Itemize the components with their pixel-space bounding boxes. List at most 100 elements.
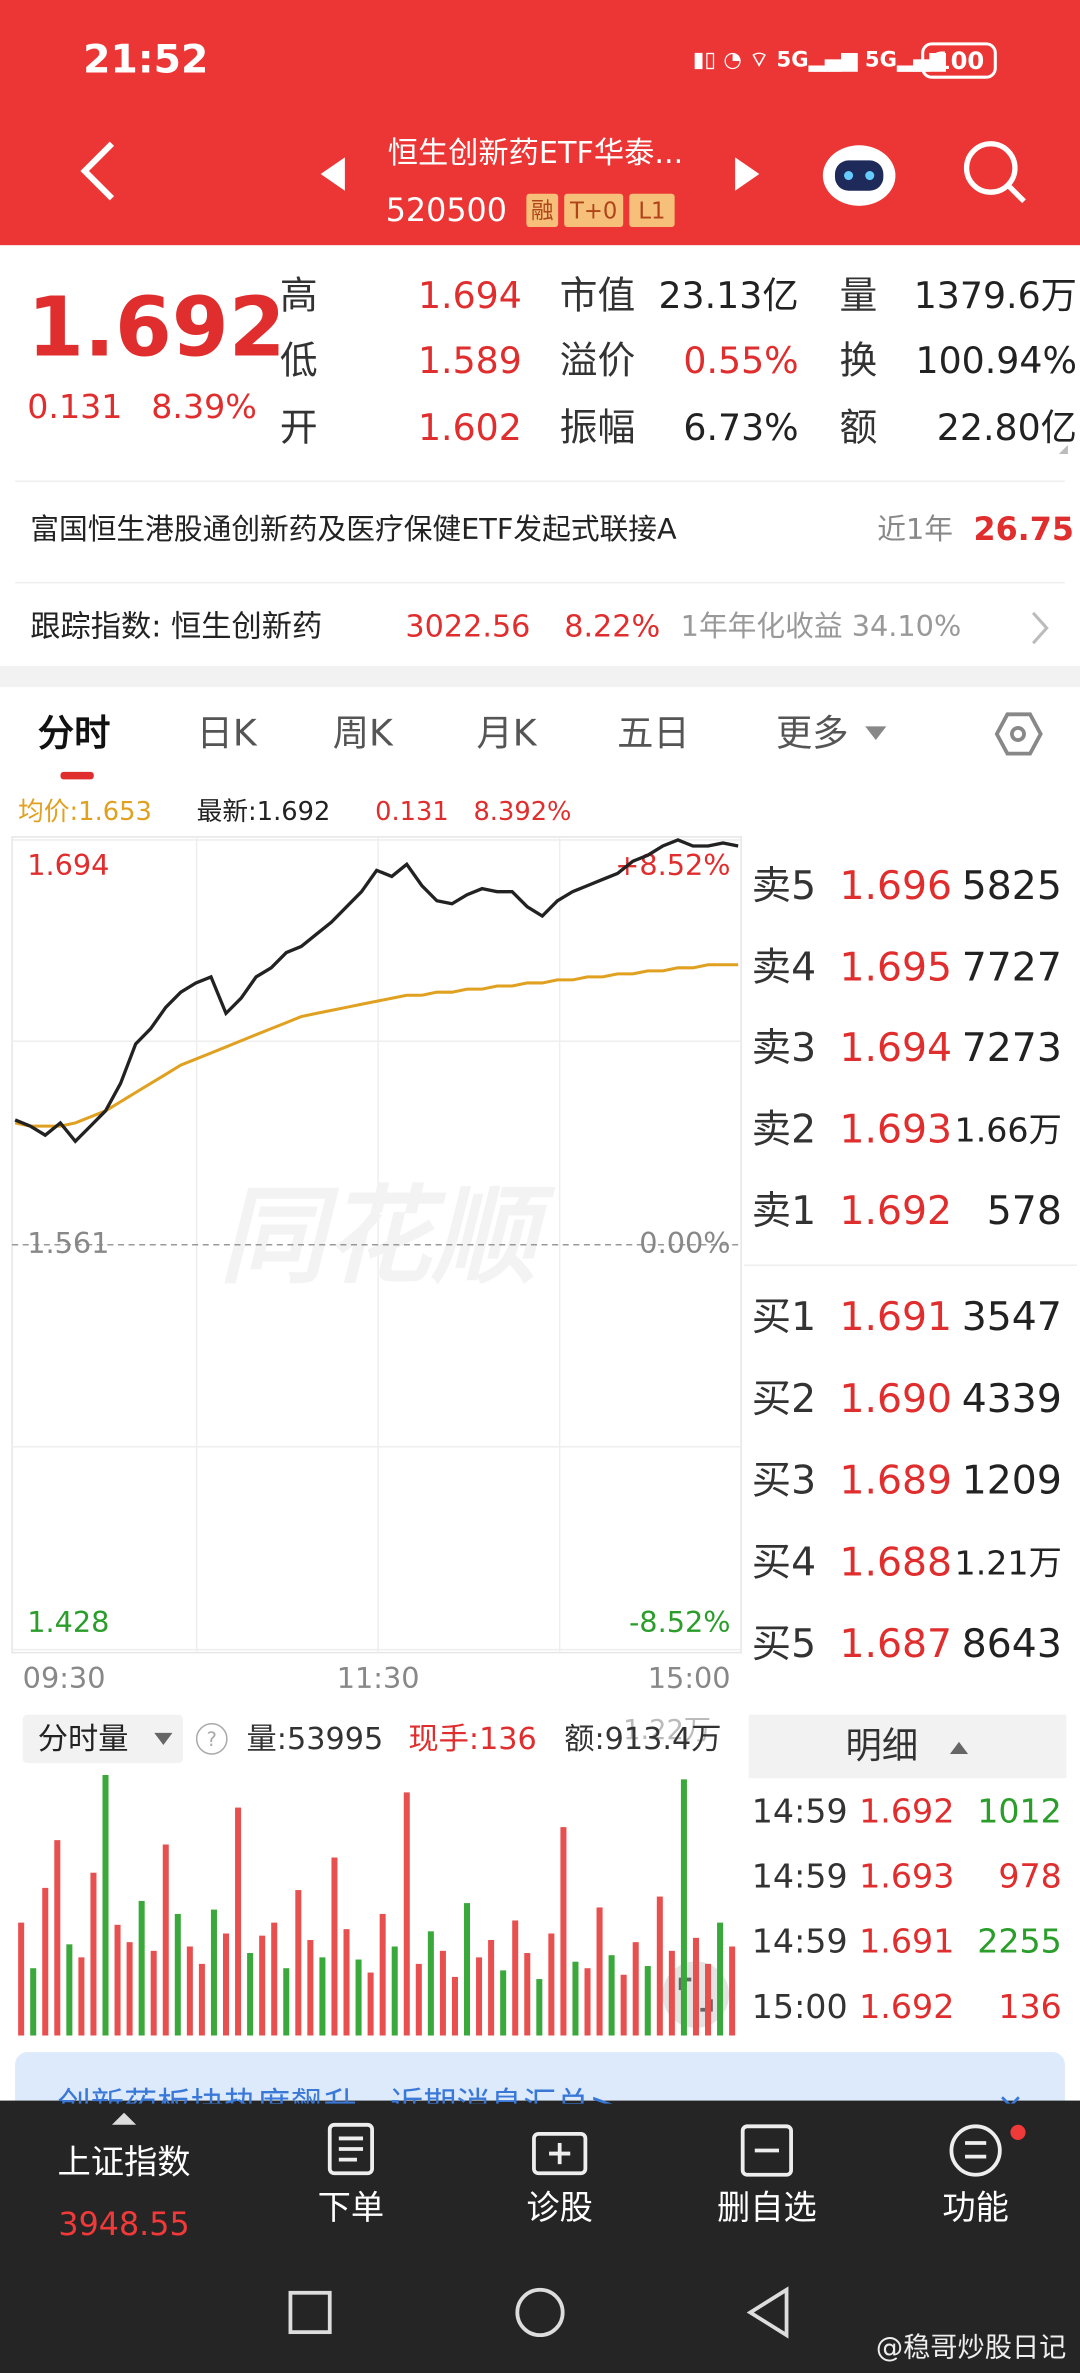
volume-selector[interactable] xyxy=(22,1714,184,1764)
volume-bar xyxy=(464,1903,471,2036)
volume-bar xyxy=(680,1779,687,2036)
volume-bar xyxy=(150,1950,157,2036)
volume-bar xyxy=(620,1974,627,2036)
volume-bar xyxy=(259,1935,266,2036)
price: 1.692 xyxy=(27,280,285,375)
index-chevron[interactable] xyxy=(1031,611,1049,645)
volume-bar xyxy=(668,1950,675,2036)
battery-level: 100 xyxy=(934,47,984,75)
book-volume: 4339 xyxy=(962,1376,1062,1422)
tag: 融 xyxy=(531,198,554,224)
avg-label: 均价:1.653 xyxy=(18,797,152,827)
book-price: 1.688 xyxy=(839,1539,952,1585)
volume-max: 1.22万 xyxy=(623,1715,711,1746)
detail-time: 14:59 xyxy=(752,1922,848,1961)
book-label: 买5 xyxy=(752,1621,816,1667)
settings-icon[interactable] xyxy=(994,712,1043,756)
book-price: 1.690 xyxy=(839,1376,952,1422)
detail-volume: 1012 xyxy=(977,1792,1062,1831)
volume-bar xyxy=(295,1890,302,2036)
banner-close: × xyxy=(996,2085,1024,2124)
stat-label: 高 xyxy=(280,274,318,318)
prev-button[interactable] xyxy=(320,157,345,191)
book-price: 1.696 xyxy=(839,863,952,909)
volume-bar xyxy=(66,1944,73,2036)
tab-dropdown xyxy=(865,726,887,741)
volume-current: 现手:136 xyxy=(408,1722,536,1757)
stat-value: 1.589 xyxy=(418,339,522,382)
book-volume: 8643 xyxy=(962,1621,1062,1667)
y-tick-label: 1.561 xyxy=(27,1226,109,1260)
volume-bar xyxy=(355,1959,362,2036)
tab[interactable]: 周K xyxy=(333,712,394,755)
volume-bar xyxy=(18,1922,25,2036)
tab[interactable]: 月K xyxy=(476,712,537,755)
price-line xyxy=(14,838,739,1144)
nav-item[interactable]: 删自选 xyxy=(717,2188,817,2227)
index-pct: 8.22% xyxy=(564,610,660,645)
tab[interactable]: 分时 xyxy=(38,712,111,755)
tab[interactable]: 更多 xyxy=(776,712,849,755)
volume-bar xyxy=(572,1961,579,2036)
up-arrow xyxy=(111,2112,137,2125)
signal-icons: ▮▯ ◔ ⌔ 5G▂▄▆ 5G▂▄▆ xyxy=(693,47,947,73)
stat-value: 22.80亿 xyxy=(937,406,1077,449)
back-button[interactable] xyxy=(80,141,115,201)
price-line xyxy=(14,963,739,1128)
tag-bg xyxy=(629,193,675,228)
tab[interactable]: 日K xyxy=(197,712,258,755)
volume-bar xyxy=(488,1939,495,2036)
help-icon-mark: ? xyxy=(207,1728,217,1751)
volume-amount: 额:913.4万 xyxy=(564,1722,721,1757)
volume-total: 量:53995 xyxy=(247,1722,384,1757)
nav-index-value: 3948.55 xyxy=(58,2207,189,2243)
volume-dropdown xyxy=(154,1732,173,1745)
stat-label: 额 xyxy=(839,405,877,449)
book-label: 卖3 xyxy=(752,1025,816,1071)
assistant-icon[interactable] xyxy=(822,145,896,206)
volume-bar xyxy=(283,1968,290,2036)
book-label: 卖5 xyxy=(752,863,816,909)
volume-bar xyxy=(403,1792,410,2036)
book-price: 1.693 xyxy=(839,1107,952,1153)
book-price: 1.691 xyxy=(839,1294,952,1340)
help-icon[interactable] xyxy=(195,1722,228,1755)
tab[interactable]: 五日 xyxy=(617,712,690,755)
tag: L1 xyxy=(638,198,665,224)
volume-bar xyxy=(186,1946,193,2036)
x-tick-label: 11:30 xyxy=(337,1661,420,1695)
volume-bar xyxy=(42,1887,49,2036)
book-volume: 578 xyxy=(987,1188,1062,1234)
tag-bg xyxy=(564,193,624,228)
change-pct: 8.39% xyxy=(151,387,257,426)
x-tick-label: 09:30 xyxy=(23,1661,106,1695)
nav-index-name: 上证指数 xyxy=(58,2143,191,2182)
search-icon[interactable] xyxy=(963,141,1026,204)
stat-label: 溢价 xyxy=(560,339,636,383)
volume-bar xyxy=(174,1913,181,2036)
volume-bar xyxy=(644,1966,651,2036)
volume-bar xyxy=(500,1970,507,2036)
next-button[interactable] xyxy=(735,157,760,191)
nav-item[interactable]: 功能 xyxy=(942,2188,1009,2227)
volume-bar xyxy=(198,1963,205,2036)
fund-return: 26.75 xyxy=(973,512,1073,548)
home-button[interactable] xyxy=(515,2287,565,2338)
nav-item[interactable]: 下单 xyxy=(318,2188,385,2227)
recents-button[interactable] xyxy=(288,2290,332,2335)
back-nav-button[interactable] xyxy=(746,2286,789,2339)
index-annual: 1年年化收益 34.10% xyxy=(681,609,962,643)
volume-bar xyxy=(656,1896,663,2036)
volume-bar xyxy=(632,1942,639,2036)
volume-bar xyxy=(210,1909,217,2036)
tag: T+0 xyxy=(569,198,617,224)
book-volume: 1209 xyxy=(962,1458,1062,1504)
book-price: 1.689 xyxy=(839,1458,952,1504)
detail-volume: 136 xyxy=(998,1987,1061,2026)
nav-item[interactable]: 诊股 xyxy=(526,2188,593,2227)
detail-volume: 2255 xyxy=(977,1922,1062,1961)
book-label: 卖1 xyxy=(752,1188,816,1234)
settings-icon-dot xyxy=(1010,726,1026,742)
volume-bar xyxy=(427,1931,434,2036)
